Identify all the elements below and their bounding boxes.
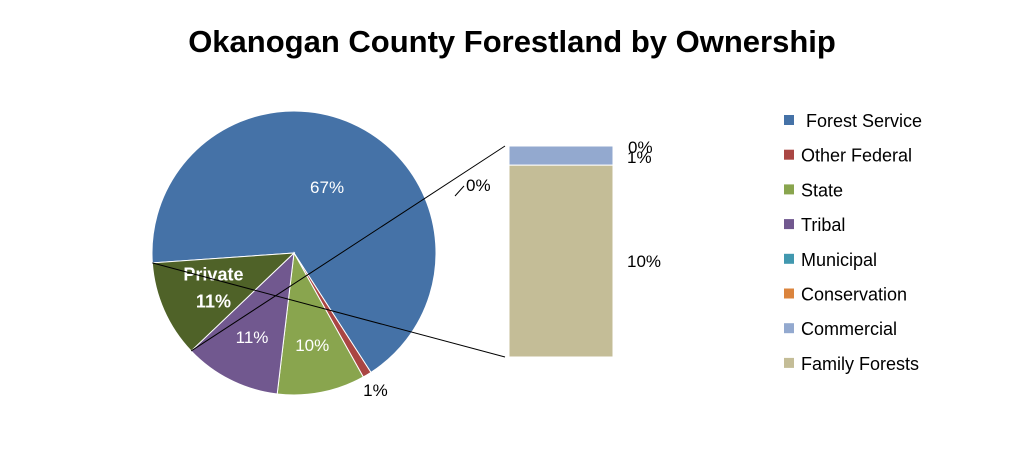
connector-line-top xyxy=(190,145,506,352)
pie-slice-forest-service xyxy=(151,110,437,374)
legend-swatch-family-forests xyxy=(784,357,794,368)
bar-data-label-municipal: 0% xyxy=(628,138,653,157)
legend-label-forest-service: Forest Service xyxy=(806,111,922,131)
chart-title: Okanogan County Forestland by Ownership xyxy=(188,24,836,59)
pie-slice-state xyxy=(276,251,364,396)
private-slice-label: Private xyxy=(183,265,243,285)
legend-swatch-municipal xyxy=(784,253,794,264)
pie-slice-tribal xyxy=(190,251,295,395)
pie: 67% 1% 10% 11% Private 11% xyxy=(151,110,437,400)
legend-swatch-commercial xyxy=(784,323,794,334)
private-slice-value-label: 11% xyxy=(196,292,231,312)
legend-swatch-other-federal xyxy=(784,149,794,160)
legend-label-commercial: Commercial xyxy=(801,319,897,339)
legend-label-family-forests: Family Forests xyxy=(801,354,919,374)
bar-data-label-family-forests: 10% xyxy=(627,252,661,271)
bar-data-label-conservation: 0% xyxy=(466,176,491,195)
pie-data-label-state: 10% xyxy=(295,336,329,355)
bar-segment-family-forests xyxy=(508,164,614,358)
legend-label-conservation: Conservation xyxy=(801,285,907,305)
legend-label-state: State xyxy=(801,180,843,200)
legend-swatch-state xyxy=(784,184,794,195)
pie-data-label-forest-service: 67% xyxy=(310,178,344,197)
legend-swatch-tribal xyxy=(784,219,794,230)
bar-data-label-commercial: 1% xyxy=(627,148,652,167)
stacked-bar: 0%0%1%10% xyxy=(454,138,661,358)
legend: Forest Service Other Federal State Tribal Mu… xyxy=(784,111,922,374)
legend-label-tribal: Tribal xyxy=(801,215,845,235)
legend-swatch-conservation xyxy=(784,288,794,299)
legend-label-other-federal: Other Federal xyxy=(801,146,912,166)
pie-slice-private xyxy=(151,252,296,352)
legend-label-municipal: Municipal xyxy=(801,250,877,270)
pie-data-label-tribal: 11% xyxy=(236,328,269,347)
legend-swatch-forest-service xyxy=(784,115,794,125)
leader-line-conservation xyxy=(454,185,465,197)
pie-data-label-other-federal: 1% xyxy=(363,381,388,400)
pie-to-bar-connectors xyxy=(152,145,506,358)
bar-segment-commercial xyxy=(508,145,614,166)
connector-line-bottom xyxy=(152,262,506,358)
